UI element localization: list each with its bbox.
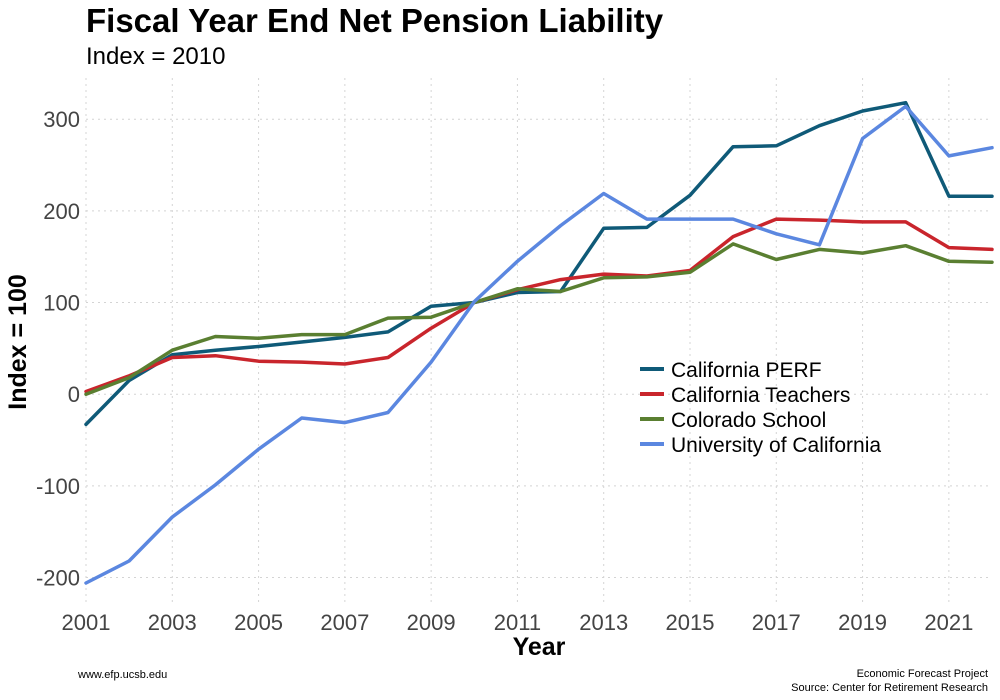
chart-subtitle: Index = 2010 <box>86 43 226 70</box>
x-tick-label: 2007 <box>320 610 369 635</box>
y-tick-label: 0 <box>68 382 80 407</box>
series-line-1 <box>84 100 994 427</box>
y-axis-ticks: -200 -100 0 100 200 300 <box>36 107 80 590</box>
legend-label: California PERF <box>671 359 822 382</box>
x-tick-label: 2017 <box>752 610 801 635</box>
x-axis-title: Year <box>513 633 566 661</box>
footer-publisher: Economic Forecast Project <box>856 668 988 680</box>
x-tick-label: 2015 <box>666 610 715 635</box>
y-tick-label: -100 <box>36 474 80 499</box>
x-tick-label: 2019 <box>838 610 887 635</box>
y-axis-title: Index = 100 <box>4 274 32 410</box>
series-line-4 <box>84 104 994 585</box>
y-tick-label: 200 <box>43 199 80 224</box>
series-lines <box>84 100 994 585</box>
x-axis-ticks: 2001 2003 2005 2007 2009 2011 2013 2015 2017 2019… <box>62 610 974 635</box>
chart-title: Fiscal Year End Net Pension Liability <box>86 2 664 39</box>
x-tick-label: 2003 <box>148 610 197 635</box>
y-tick-label: -200 <box>36 566 80 591</box>
legend-label: University of California <box>671 434 881 457</box>
series-line-2 <box>84 217 994 394</box>
y-tick-label: 100 <box>43 291 80 316</box>
series-line-3 <box>84 242 994 396</box>
legend-label: California Teachers <box>671 384 850 407</box>
legend-label: Colorado School <box>671 409 826 432</box>
footer-source-note: Source: Center for Retirement Research <box>791 682 988 694</box>
x-tick-label: 2013 <box>579 610 628 635</box>
y-tick-label: 300 <box>43 107 80 132</box>
x-tick-label: 2011 <box>494 610 541 635</box>
footer-source: Economic Forecast Project Source: Center… <box>791 667 988 695</box>
x-tick-label: 2009 <box>407 610 456 635</box>
footer-website: www.efp.ucsb.edu <box>78 669 168 681</box>
x-tick-label: 2021 <box>924 610 973 635</box>
x-tick-label: 2005 <box>234 610 283 635</box>
x-tick-label: 2001 <box>62 610 111 635</box>
